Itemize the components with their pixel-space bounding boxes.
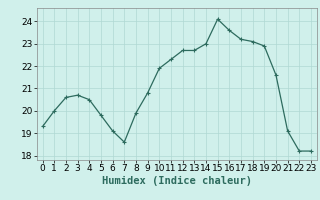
X-axis label: Humidex (Indice chaleur): Humidex (Indice chaleur) bbox=[102, 176, 252, 186]
